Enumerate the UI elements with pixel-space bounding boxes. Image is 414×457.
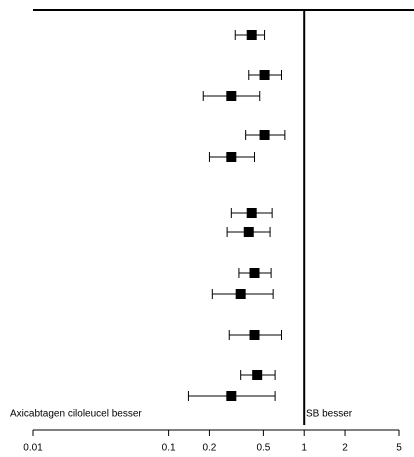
point-estimate [249, 330, 260, 340]
point-estimate [246, 208, 257, 218]
right-label: SB besser [306, 409, 353, 420]
x-tick-label: 1 [301, 443, 307, 454]
point-estimate [252, 370, 263, 380]
point-estimate [235, 289, 246, 299]
point-estimate [259, 70, 270, 80]
x-tick-label: 2 [342, 443, 348, 454]
x-tick-label: 5 [396, 443, 402, 454]
point-estimate [243, 227, 254, 237]
x-tick-label: 0.5 [256, 443, 270, 454]
x-tick-label: 0.01 [23, 443, 43, 454]
point-estimate [249, 268, 260, 278]
x-tick-label: 0.2 [202, 443, 216, 454]
point-estimate [226, 391, 237, 401]
point-estimate [246, 30, 257, 40]
x-tick-label: 0.1 [162, 443, 176, 454]
point-estimate [226, 152, 237, 162]
point-estimate [259, 130, 270, 140]
left-label: Axicabtagen ciloleucel besser [10, 409, 142, 420]
point-estimate [226, 91, 237, 101]
